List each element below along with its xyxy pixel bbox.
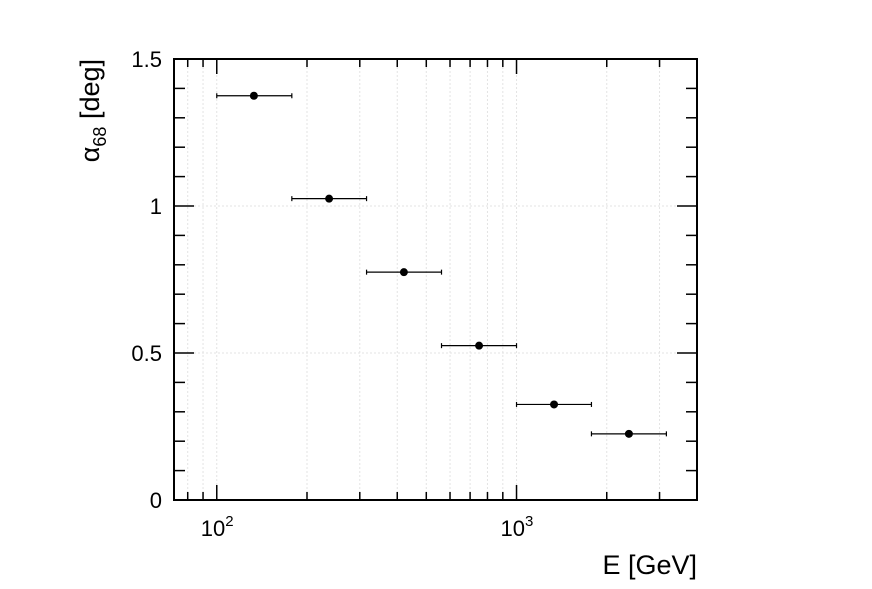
y-tick-labels: 0 0.5 1 1.5 <box>131 47 162 513</box>
x-tick-label-base: 10 <box>201 516 225 541</box>
data-point <box>624 429 633 438</box>
x-axis-title: E [GeV] <box>602 550 697 580</box>
data-point <box>325 194 334 203</box>
data-point <box>550 400 559 409</box>
x-tick-label-exponent: 3 <box>525 513 533 530</box>
data-points <box>249 91 633 438</box>
plot-frame <box>173 58 698 501</box>
y-tick-label: 0 <box>150 488 162 513</box>
y-axis-title: α68 [deg] <box>75 59 110 162</box>
y-tick-label: 0.5 <box>131 341 162 366</box>
data-point <box>399 268 408 277</box>
data-point <box>475 341 484 350</box>
data-point <box>249 91 258 100</box>
x-tick-labels: 102 103 <box>201 513 534 541</box>
y-tick-label: 1.5 <box>131 47 162 72</box>
y-axis-title-symbol: α <box>75 147 105 163</box>
x-tick-label: 103 <box>501 513 534 541</box>
error-bars <box>216 93 667 437</box>
y-tick-label: 1 <box>150 194 162 219</box>
x-tick-label-exponent: 2 <box>225 513 233 530</box>
y-axis-title-subscript: 68 <box>90 127 110 147</box>
x-tick-label-base: 10 <box>501 516 525 541</box>
x-tick-label: 102 <box>201 513 234 541</box>
y-axis-title-unit: [deg] <box>75 59 105 127</box>
